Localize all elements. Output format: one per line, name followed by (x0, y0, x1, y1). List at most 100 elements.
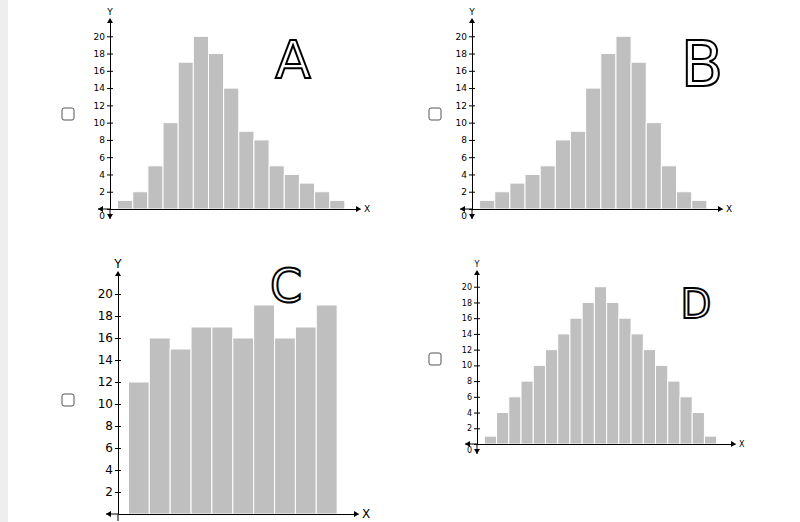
checkbox[interactable] (429, 108, 441, 120)
x-axis-label: X (739, 440, 745, 449)
bar (668, 381, 680, 444)
y-tick: 4 (467, 409, 480, 418)
y-axis-label: Y (468, 7, 475, 17)
y-tick-label: 2 (461, 187, 467, 197)
axis-arrowhead (718, 206, 723, 212)
y-tick-label: 2 (105, 485, 113, 499)
page-border (0, 0, 8, 522)
y-tick-mark (115, 338, 121, 339)
bar (497, 413, 509, 444)
x-axis (473, 209, 723, 210)
bar (631, 62, 646, 209)
y-tick: 12 (462, 346, 480, 355)
bar (570, 131, 585, 209)
histogram-panel: 2468101214161820XYC (62, 257, 370, 521)
bar (525, 174, 540, 209)
y-tick: 6 (105, 441, 121, 455)
x-axis-line (111, 209, 361, 210)
y-tick: 2 (461, 187, 475, 197)
y-tick-label: 4 (105, 463, 113, 477)
y-tick-label: 0 (461, 211, 467, 221)
y-tick-label: 10 (462, 361, 472, 370)
bar (594, 287, 606, 444)
y-tick-mark (469, 105, 475, 106)
axis-arrows (465, 270, 736, 454)
title: C (270, 259, 302, 313)
bar (607, 302, 619, 444)
bar (178, 62, 193, 209)
y-tick-label: 10 (456, 118, 468, 128)
bar (148, 166, 163, 209)
x-axis (119, 514, 359, 515)
bar (128, 382, 149, 514)
y-tick-mark (115, 360, 121, 361)
y-tick-label: 20 (94, 32, 106, 42)
axis-arrows (106, 271, 359, 521)
y-axis: 02468101214161820 (456, 20, 475, 222)
y-tick-mark (115, 470, 121, 471)
y-tick-label: 4 (467, 409, 472, 418)
bar (540, 166, 555, 209)
y-tick-label: 18 (456, 49, 468, 59)
y-tick-label: 6 (99, 153, 105, 163)
checkbox[interactable] (62, 108, 74, 120)
checkbox[interactable] (62, 394, 74, 406)
y-tick: 20 (98, 287, 121, 301)
bar (646, 123, 661, 209)
y-tick-mark (469, 123, 475, 124)
y-tick-mark (107, 88, 113, 89)
axis-arrows (460, 18, 723, 219)
bar (149, 338, 170, 514)
y-tick: 16 (462, 314, 480, 323)
y-tick-label: 18 (98, 309, 113, 323)
checkbox[interactable] (429, 353, 441, 365)
bar (224, 88, 239, 209)
y-tick-label: 16 (456, 66, 468, 76)
y-tick-mark (474, 334, 480, 335)
bar (118, 200, 133, 209)
y-tick-label: 8 (461, 135, 467, 145)
y-tick-mark (474, 365, 480, 366)
axis-arrowhead (731, 441, 736, 447)
y-tick: 18 (98, 309, 121, 323)
bar (484, 436, 496, 444)
histogram-panel: 02468101214161820XYB (429, 7, 732, 221)
title: A (275, 30, 311, 90)
y-tick: 10 (94, 118, 113, 128)
y-tick-mark (474, 397, 480, 398)
y-tick: 6 (461, 153, 475, 163)
y-tick-label: 18 (462, 299, 472, 308)
y-axis: 2468101214161820 (98, 273, 121, 515)
y-axis-label: Y (106, 7, 113, 17)
y-axis-line (118, 273, 119, 515)
axis-arrowhead (115, 271, 121, 276)
y-tick-mark (469, 140, 475, 141)
bar (170, 349, 191, 514)
y-tick-label: 0 (99, 211, 105, 221)
bar (601, 54, 616, 209)
histogram-panel: 02468101214161820XYA (62, 7, 370, 221)
bar (330, 200, 345, 209)
y-tick: 2 (467, 424, 480, 433)
bar (661, 166, 676, 209)
y-tick-mark (469, 157, 475, 158)
y-tick-label: 12 (94, 101, 105, 111)
y-tick-label: 8 (467, 377, 472, 386)
y-tick: 14 (98, 353, 121, 367)
y-tick: 4 (105, 463, 121, 477)
bar (299, 183, 314, 209)
y-axis-label: Y (113, 257, 122, 271)
y-tick: 14 (94, 83, 113, 93)
y-tick-label: 20 (462, 283, 472, 292)
y-tick-label: 2 (467, 424, 472, 433)
axis-arrowhead (98, 206, 103, 212)
y-tick: 4 (461, 170, 475, 180)
bars (128, 305, 337, 514)
bar (521, 381, 533, 444)
y-tick-mark (107, 123, 113, 124)
y-tick: 4 (99, 170, 113, 180)
bar (558, 334, 570, 444)
bar (163, 123, 178, 209)
y-tick-mark (115, 492, 121, 493)
bar (586, 88, 601, 209)
